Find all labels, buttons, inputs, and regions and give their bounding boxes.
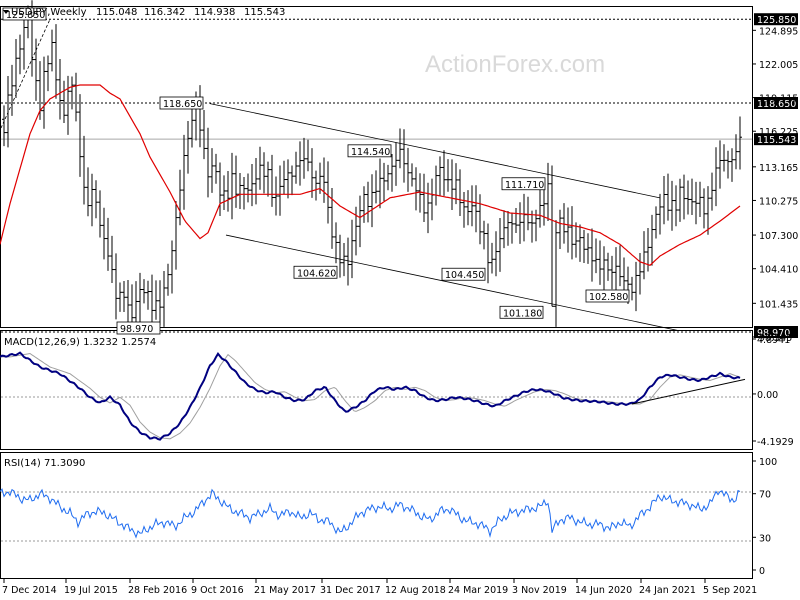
time-axis: 7 Dec 2014 19 Jul 2015 28 Feb 2016 9 Oct 20… [2,578,757,596]
pivot-box [501,177,546,191]
time-tick-label: 3 Nov 2019 [512,585,567,596]
rsi-tick-label: 0 [759,566,765,577]
price-tick-label: 122.005 [759,60,798,71]
pivot-box [499,305,544,319]
pivot-box [347,144,392,158]
price-tick-label: 113.165 [759,163,798,174]
time-tick-label: 19 Jul 2015 [64,585,118,596]
macd-signal-line [0,352,741,440]
chart-low: 114.938 [194,7,235,18]
rsi-panel-frame [0,452,753,579]
time-tick-label: 5 Sep 2021 [703,585,757,596]
pivot-box [159,96,204,110]
pivot-box [441,267,486,281]
lower-channel-line [225,234,679,331]
time-tick-label: 24 Mar 2019 [448,585,508,596]
chart-symbol-title: USDJPY,Weekly [11,7,87,18]
macd-title: MACD(12,26,9) 1.3232 1.2574 [4,337,156,348]
macd-panel-frame [0,330,753,450]
current-price-label: 115.543 [757,135,796,146]
rsi-axis: 100 70 30 0 [752,457,777,577]
pivot-box [585,289,630,303]
rsi-tick-label: 70 [759,490,771,501]
rsi-tick-label: 30 [759,533,771,544]
pivot-label: 111.710 [505,180,544,191]
upper-channel-line [209,103,661,199]
macd-tick-label: 4.8941 [757,335,790,346]
watermark: ActionForex.com [425,51,605,78]
price-tick-label: 116.225 [759,127,798,138]
macd-trendline [631,378,746,405]
macd-line [0,351,741,441]
rsi-title: RSI(14) 71.3090 [4,458,85,469]
current-price-tag [754,133,798,146]
level-tag-label: 125.850 [757,15,796,26]
price-tick-label: 101.435 [759,299,798,310]
pivot-box [2,7,47,21]
rsi-line [0,488,741,539]
level-tag [754,326,798,339]
pivot-label: 125.850 [6,10,45,21]
time-tick-label: 9 Oct 2016 [191,585,244,596]
price-bars [2,0,742,334]
pivot-label: 114.540 [351,147,390,158]
rsi-tick-label: 100 [759,457,777,468]
header-arrow-icon [3,10,9,14]
pivot-box [293,265,338,279]
level-tag [754,97,798,109]
price-tick-label: 98.545 [759,333,792,344]
level-tag-label: 118.650 [757,99,796,110]
time-tick-label: 12 Aug 2018 [385,585,446,596]
channel-trendlines [0,19,679,331]
pivot-label: 98.970 [120,324,153,335]
time-tick-label: 7 Dec 2014 [2,585,57,596]
price-tick-label: 124.895 [759,26,798,37]
pivot-labels: 125.850 118.650 114.540 111.710 104.620 104.4… [2,7,630,335]
time-tick-label: 24 Jan 2021 [639,585,696,596]
pivot-label: 101.180 [503,308,542,319]
time-tick-label: 21 May 2017 [254,585,316,596]
chart-high: 116.342 [144,7,185,18]
price-tick-label: 107.300 [759,231,798,242]
macd-axis: 4.8941 0.00 -4.1929 [752,335,794,448]
price-tick-label: 119.115 [759,94,798,105]
pivot-label: 118.650 [163,99,202,110]
price-axis: 124.895 122.005 119.115 116.225 113.165 110.2… [752,26,798,344]
price-tick-label: 104.410 [759,265,798,276]
pivot-label: 104.450 [445,270,484,281]
time-tick-label: 28 Feb 2016 [128,585,187,596]
time-tick-label: 31 Dec 2017 [320,585,381,596]
level-tag-label: 98.970 [757,328,790,339]
level-tag [754,13,798,26]
pivot-label: 102.580 [589,292,628,303]
time-tick-label: 14 Jun 2020 [575,585,632,596]
pivot-label: 104.620 [297,268,336,279]
pivot-box [116,321,161,335]
chart-close: 115.543 [244,7,285,18]
macd-tick-label: 0.00 [757,390,778,401]
moving-average-line [0,84,741,266]
chart-header: USDJPY,Weekly 115.048 116.342 114.938 11… [3,7,285,18]
price-tick-label: 110.275 [759,196,798,207]
chart-open: 115.048 [96,7,137,18]
macd-tick-label: -4.1929 [757,437,794,448]
